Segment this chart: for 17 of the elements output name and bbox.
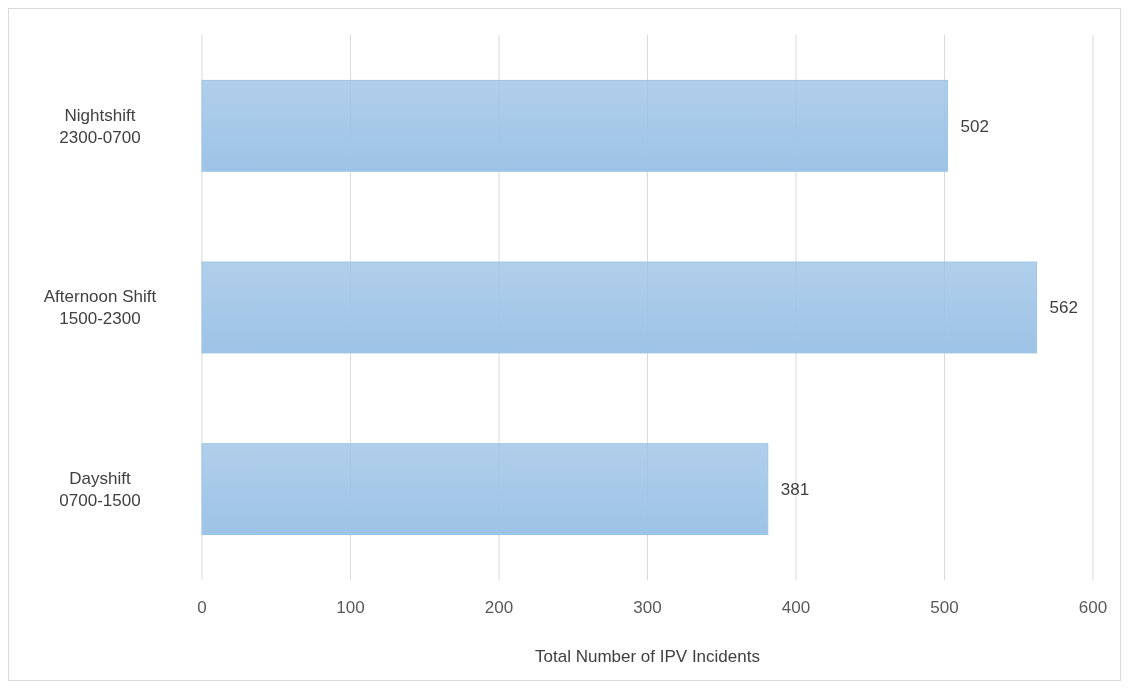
data-label: 381: [780, 480, 810, 500]
bar: [201, 443, 769, 536]
x-axis-title: Total Number of IPV Incidents: [535, 647, 760, 666]
x-tick-label: 0: [197, 598, 207, 617]
x-tick-label: 400: [781, 598, 811, 617]
bar: [201, 79, 948, 172]
x-tick-label: 300: [633, 598, 662, 617]
data-label: 562: [1049, 298, 1078, 318]
x-tick-label: 200: [484, 598, 514, 617]
x-tick-label: 500: [930, 598, 959, 617]
x-tick-label: 600: [1078, 598, 1108, 617]
y-tick-label: Nightshift 2300-0700: [59, 105, 141, 147]
x-tick-label: 100: [336, 598, 365, 617]
bar: [201, 261, 1038, 354]
data-label: 502: [960, 116, 989, 136]
y-tick-label: Dayshift 0700-1500: [59, 469, 141, 511]
y-tick-label: Afternoon Shift 1500-2300: [43, 287, 157, 329]
